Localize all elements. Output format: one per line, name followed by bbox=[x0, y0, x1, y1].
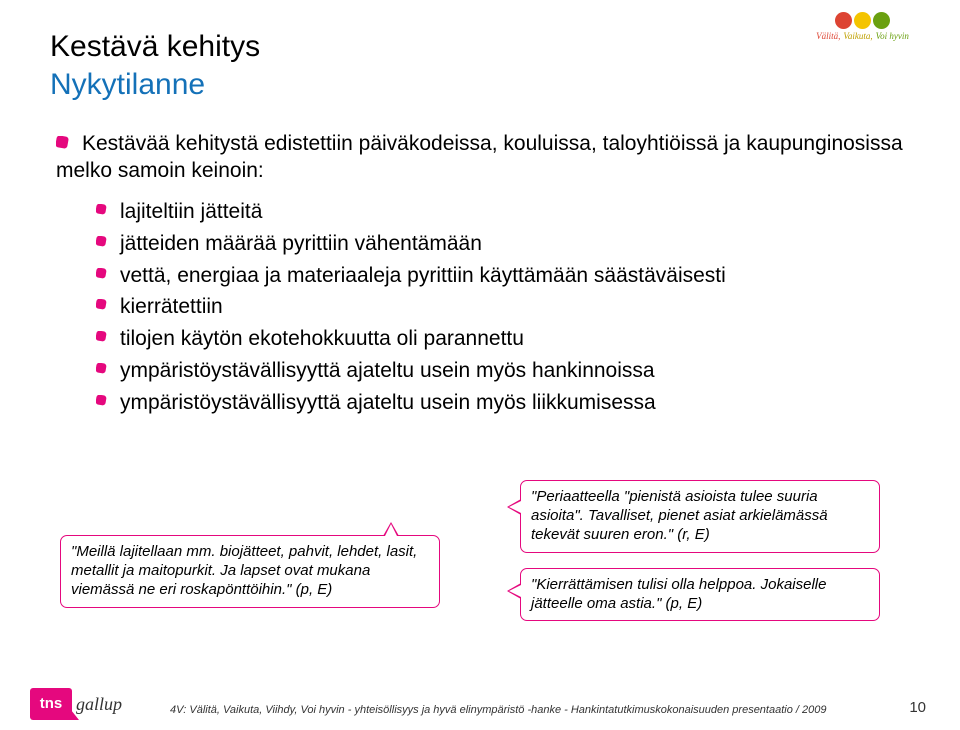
slogan-part: Vaikuta, bbox=[843, 31, 872, 41]
callouts: "Meillä lajitellaan mm. biojätteet, pahv… bbox=[0, 470, 960, 640]
tns-gallup-logo: tns gallup bbox=[30, 682, 125, 720]
callout-tail-icon bbox=[507, 499, 521, 515]
lead-paragraph: Kestävää kehitystä edistettiin päiväkode… bbox=[56, 131, 910, 185]
quote-callout-right-bottom: "Kierrättämisen tulisi olla helppoa. Jok… bbox=[520, 568, 880, 621]
title-line-1: Kestävä kehitys bbox=[50, 28, 910, 66]
callout-tail-icon bbox=[383, 522, 399, 536]
list-item-text: jätteiden määrää pyrittiin vähentämään bbox=[120, 231, 910, 258]
footer-caption: 4V: Välitä, Vaikuta, Viihdy, Voi hyvin -… bbox=[170, 704, 826, 716]
list-item: ympäristöystävällisyyttä ajateltu usein … bbox=[96, 358, 910, 385]
list-item: vettä, energiaa ja materiaaleja pyrittii… bbox=[96, 263, 910, 290]
lead-text: Kestävää kehitystä edistettiin päiväkode… bbox=[56, 132, 903, 182]
quote-callout-right-top: "Periaatteella "pienistä asioista tulee … bbox=[520, 480, 880, 553]
list-item-text: tilojen käytön ekotehokkuutta oli parann… bbox=[120, 326, 910, 353]
bullet-icon bbox=[96, 204, 108, 226]
logo-balls bbox=[795, 12, 930, 29]
page-number: 10 bbox=[909, 699, 926, 716]
callout-text: "Kierrättämisen tulisi olla helppoa. Jok… bbox=[531, 576, 826, 612]
list-item-text: vettä, energiaa ja materiaaleja pyrittii… bbox=[120, 263, 910, 290]
gallup-wordmark: gallup bbox=[76, 694, 122, 715]
list-item-text: ympäristöystävällisyyttä ajateltu usein … bbox=[120, 358, 910, 385]
sub-bullet-list: lajiteltiin jätteitä jätteiden määrää py… bbox=[56, 199, 910, 417]
slogan-part: Välitä, bbox=[816, 31, 840, 41]
callout-tail-icon bbox=[507, 583, 521, 599]
logo-slogan: Välitä, Vaikuta, Voi hyvin bbox=[795, 31, 930, 41]
bullet-icon bbox=[96, 236, 108, 258]
slide-body: Kestävää kehitystä edistettiin päiväkode… bbox=[50, 131, 910, 417]
list-item: lajiteltiin jätteitä bbox=[96, 199, 910, 226]
brand-logo-top-right: Välitä, Vaikuta, Voi hyvin bbox=[795, 12, 930, 41]
title-line-2: Nykytilanne bbox=[50, 66, 910, 104]
list-item: tilojen käytön ekotehokkuutta oli parann… bbox=[96, 326, 910, 353]
callout-text: "Periaatteella "pienistä asioista tulee … bbox=[531, 488, 828, 543]
bullet-icon bbox=[56, 136, 70, 150]
slide-footer: tns gallup 4V: Välitä, Vaikuta, Viihdy, … bbox=[0, 680, 960, 730]
slogan-part: Voi hyvin bbox=[876, 31, 909, 41]
bullet-icon bbox=[96, 331, 108, 353]
slide-title: Kestävä kehitys Nykytilanne bbox=[50, 28, 910, 103]
bullet-icon bbox=[96, 299, 108, 321]
callout-text: "Meillä lajitellaan mm. biojätteet, pahv… bbox=[71, 543, 417, 598]
list-item-text: lajiteltiin jätteitä bbox=[120, 199, 910, 226]
tns-logo-mark: tns bbox=[30, 688, 72, 720]
list-item-text: kierrätettiin bbox=[120, 294, 910, 321]
list-item: kierrätettiin bbox=[96, 294, 910, 321]
bullet-icon bbox=[96, 395, 108, 417]
quote-callout-left: "Meillä lajitellaan mm. biojätteet, pahv… bbox=[60, 535, 440, 608]
bullet-icon bbox=[96, 363, 108, 385]
list-item: jätteiden määrää pyrittiin vähentämään bbox=[96, 231, 910, 258]
list-item: ympäristöystävällisyyttä ajateltu usein … bbox=[96, 390, 910, 417]
list-item-text: ympäristöystävällisyyttä ajateltu usein … bbox=[120, 390, 910, 417]
bullet-icon bbox=[96, 268, 108, 290]
